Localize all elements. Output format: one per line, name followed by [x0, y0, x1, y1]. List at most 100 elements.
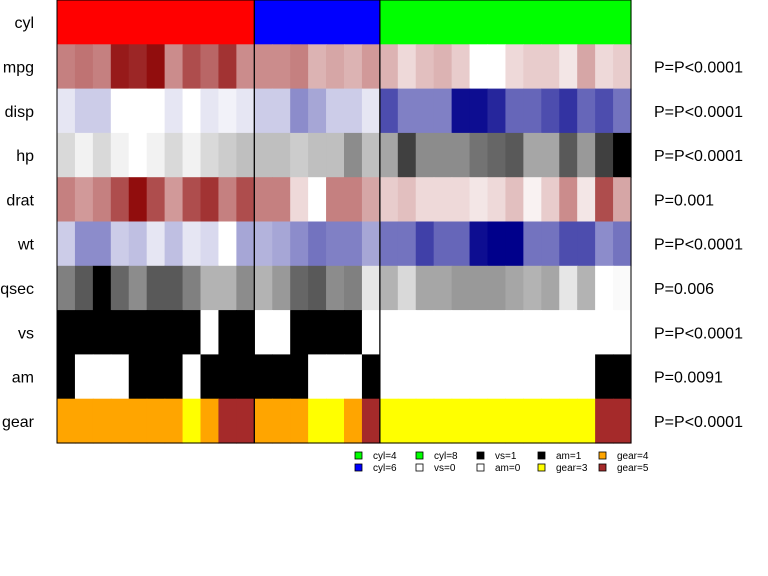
heatmap-cell-gear: [613, 398, 632, 444]
heatmap-cell-mpg: [110, 44, 130, 90]
heatmap-cell-disp: [182, 88, 202, 134]
heatmap-cell-qsec: [308, 265, 327, 311]
heatmap-cell-disp: [236, 88, 255, 134]
heatmap-cell-drat: [451, 177, 471, 223]
heatmap-cell-drat: [523, 177, 542, 223]
heatmap-cell-drat: [577, 177, 596, 223]
heatmap-cell-am: [164, 354, 184, 400]
heatmap-cell-am: [613, 354, 632, 400]
legend-swatch: [354, 451, 363, 460]
heatmap-cell-hp: [415, 132, 435, 178]
heatmap-cell-vs: [577, 310, 596, 355]
heatmap-cell-drat: [541, 177, 560, 223]
heatmap-cell-disp: [523, 88, 542, 134]
heatmap-cell-mpg: [308, 44, 327, 90]
heatmap-cell-cyl: [236, 0, 255, 45]
row-labels: cyl mpg disp hp drat wt qsec vs am gear: [0, 15, 34, 431]
heatmap-cell-mpg: [290, 44, 309, 90]
heatmap-cell-wt: [110, 221, 130, 267]
heatmap-cell-qsec: [505, 265, 524, 311]
heatmap-cell-am: [92, 354, 112, 400]
heatmap-cell-gear: [559, 398, 578, 444]
p-value-drat: P=0.001: [654, 192, 714, 209]
heatmap-cell-drat: [397, 177, 417, 223]
heatmap-cell-mpg: [218, 44, 237, 90]
heatmap-cell-wt: [74, 221, 94, 267]
heatmap-cell-disp: [110, 88, 130, 134]
heatmap-cell-hp: [272, 132, 291, 178]
heatmap-cell-mpg: [595, 44, 614, 90]
heatmap-cell-vs: [469, 310, 489, 355]
heatmap-cell-wt: [344, 221, 363, 267]
heatmap-cell-gear: [128, 398, 148, 444]
heatmap-cell-hp: [164, 132, 184, 178]
heatmap-cell-gear: [308, 398, 327, 444]
row-label-mpg: mpg: [3, 59, 34, 76]
heatmap-cell-disp: [326, 88, 345, 134]
heatmap-cell-gear: [451, 398, 471, 444]
heatmap-cell-wt: [218, 221, 237, 267]
heatmap-cell-cyl: [92, 0, 112, 45]
heatmap-cell-drat: [57, 177, 76, 223]
heatmap-cell-wt: [523, 221, 542, 267]
heatmap-cell-disp: [505, 88, 524, 134]
heatmap-cell-vs: [182, 310, 202, 355]
heatmap-cell-qsec: [344, 265, 363, 311]
heatmap-cell-qsec: [415, 265, 435, 311]
heatmap-cell-qsec: [272, 265, 291, 311]
heatmap-cell-drat: [559, 177, 578, 223]
heatmap-cell-qsec: [577, 265, 596, 311]
legend-swatch: [598, 451, 607, 460]
heatmap-cell-disp: [487, 88, 507, 134]
heatmap-cell-wt: [505, 221, 524, 267]
heatmap-cell-gear: [182, 398, 202, 444]
heatmap-cell-gear: [236, 398, 255, 444]
heatmap-cell-qsec: [361, 265, 381, 311]
heatmap-cell-qsec: [559, 265, 578, 311]
heatmap-cell-disp: [451, 88, 471, 134]
heatmap-cell-am: [326, 354, 345, 400]
heatmap-cell-am: [523, 354, 542, 400]
heatmap-cell-am: [397, 354, 417, 400]
heatmap-cell-vs: [146, 310, 166, 355]
heatmap-cell-vs: [559, 310, 578, 355]
heatmap-cell-mpg: [487, 44, 507, 90]
heatmap-cell-gear: [254, 398, 273, 444]
heatmap-cell-drat: [146, 177, 166, 223]
heatmap-cell-gear: [469, 398, 489, 444]
row-label-cyl: cyl: [14, 15, 34, 32]
heatmap-cell-am: [344, 354, 363, 400]
heatmap-cell-cyl: [523, 0, 542, 45]
heatmap-cell-drat: [254, 177, 273, 223]
heatmap-cell-gear: [92, 398, 112, 444]
heatmap-cell-disp: [254, 88, 273, 134]
row-label-wt: wt: [17, 237, 35, 254]
heatmap-cell-hp: [92, 132, 112, 178]
heatmap-cell-qsec: [164, 265, 184, 311]
heatmap-cell-vs: [254, 310, 273, 355]
heatmap-cell-drat: [92, 177, 112, 223]
heatmap-cell-vs: [92, 310, 112, 355]
heatmap-cell-qsec: [74, 265, 94, 311]
heatmap-cell-disp: [290, 88, 309, 134]
legend-label: cyl=6: [373, 463, 397, 474]
row-label-gear: gear: [2, 414, 35, 431]
legend-swatch: [415, 463, 424, 472]
heatmap-cell-am: [57, 354, 76, 400]
heatmap-cell-wt: [451, 221, 471, 267]
heatmap-cell-am: [308, 354, 327, 400]
heatmap-cell-gear: [272, 398, 291, 444]
heatmap-cell-wt: [361, 221, 381, 267]
heatmap-cell-gear: [433, 398, 453, 444]
heatmap-cell-cyl: [595, 0, 614, 45]
heatmap-cell-wt: [559, 221, 578, 267]
heatmap-cell-drat: [469, 177, 489, 223]
heatmap-cell-mpg: [541, 44, 560, 90]
heatmap-cell-cyl: [451, 0, 471, 45]
heatmap-cell-wt: [397, 221, 417, 267]
heatmap-cell-gear: [577, 398, 596, 444]
heatmap-cell-drat: [110, 177, 130, 223]
heatmap-cell-qsec: [469, 265, 489, 311]
heatmap-cell-am: [415, 354, 435, 400]
heatmap-cell-vs: [344, 310, 363, 355]
